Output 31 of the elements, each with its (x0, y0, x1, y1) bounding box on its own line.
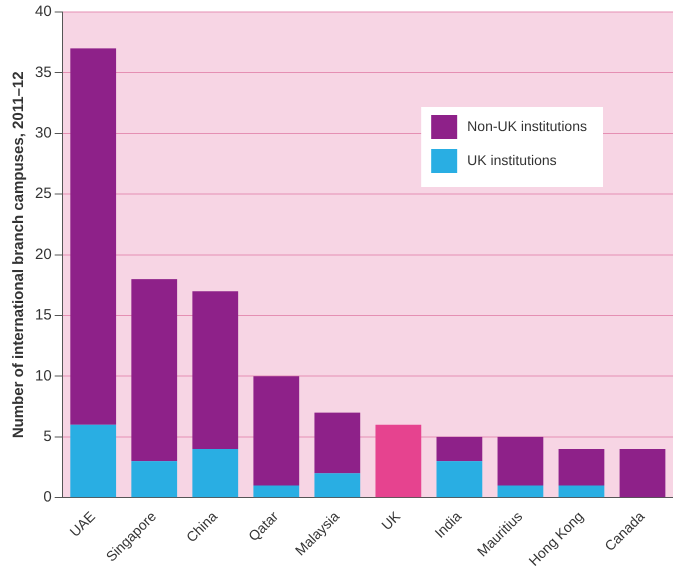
bar (70, 424, 116, 498)
bar (498, 436, 544, 486)
y-tick-label: 20 (34, 246, 52, 263)
bar (498, 485, 544, 498)
bar (314, 473, 360, 498)
y-tick-label: 35 (34, 64, 52, 81)
y-tick-label: 25 (34, 185, 52, 202)
bar (253, 485, 300, 498)
bar (253, 376, 300, 486)
bar (436, 461, 482, 498)
x-tick-label: UK (378, 508, 404, 534)
bar (131, 461, 178, 498)
y-tick-label: 0 (43, 488, 52, 506)
bar (192, 291, 238, 450)
bar (131, 279, 178, 462)
y-tick-label: 40 (34, 3, 52, 20)
bar (436, 436, 482, 462)
y-tick-label: 10 (34, 367, 52, 384)
legend-label: UK institutions (467, 152, 557, 168)
y-tick-label: 5 (43, 428, 52, 446)
bar (558, 449, 604, 486)
bar (375, 424, 422, 498)
bar (192, 449, 238, 498)
y-tick-label: 30 (34, 124, 52, 142)
bar (314, 412, 360, 474)
legend-label: Non-UK institutions (467, 118, 587, 134)
y-tick-label: 15 (34, 306, 52, 324)
bar (558, 485, 604, 498)
bar (70, 48, 116, 425)
bar (620, 449, 666, 498)
y-axis-title: Number of international branch campuses, 2011–12 (10, 71, 28, 438)
